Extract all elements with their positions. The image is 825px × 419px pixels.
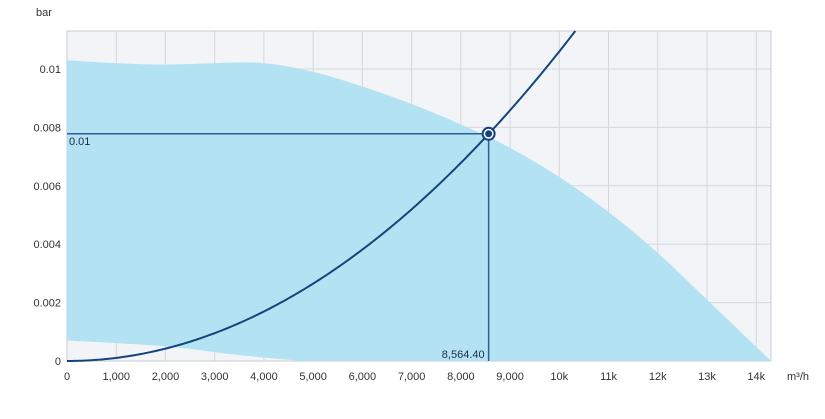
x-tick-label: 14k (747, 371, 765, 383)
y-tick-label: 0.008 (33, 122, 61, 134)
y-tick-label: 0 (55, 356, 61, 368)
y-tick-label: 0.004 (33, 239, 61, 251)
y-axis-unit-label: bar (36, 7, 52, 19)
x-tick-label: 5,000 (299, 371, 327, 383)
x-axis-unit-label: m³/h (787, 371, 809, 383)
y-tick-label: 0.01 (40, 64, 61, 76)
x-tick-label: 4,000 (250, 371, 278, 383)
operating-point-dot (485, 130, 493, 138)
operating-point-x-label: 8,564.40 (442, 349, 485, 361)
x-tick-label: 8,000 (447, 371, 475, 383)
x-axis-ticks: 0 1,000 2,000 3,000 4,000 5,000 6,000 7,000 8,00… (64, 371, 766, 383)
x-tick-label: 6,000 (349, 371, 377, 383)
x-tick-label: 13k (698, 371, 716, 383)
x-tick-label: 2,000 (152, 371, 180, 383)
y-tick-label: 0.002 (33, 298, 61, 310)
operating-point-guides (67, 133, 490, 361)
x-tick-label: 9,000 (496, 371, 524, 383)
y-axis-ticks: 0 0.002 0.004 0.006 0.008 0.01 (33, 64, 61, 368)
operating-point-y-label: 0.01 (69, 136, 90, 148)
y-tick-label: 0.006 (33, 181, 61, 193)
x-tick-label: 0 (64, 371, 70, 383)
operating-point-marker[interactable] (481, 126, 496, 141)
operating-range-area (67, 60, 771, 361)
x-tick-label: 11k (600, 371, 617, 383)
x-tick-label: 10k (550, 371, 568, 383)
x-tick-label: 7,000 (398, 371, 426, 383)
x-tick-label: 3,000 (201, 371, 229, 383)
x-tick-label: 12k (649, 371, 667, 383)
x-tick-label: 1,000 (102, 371, 130, 383)
